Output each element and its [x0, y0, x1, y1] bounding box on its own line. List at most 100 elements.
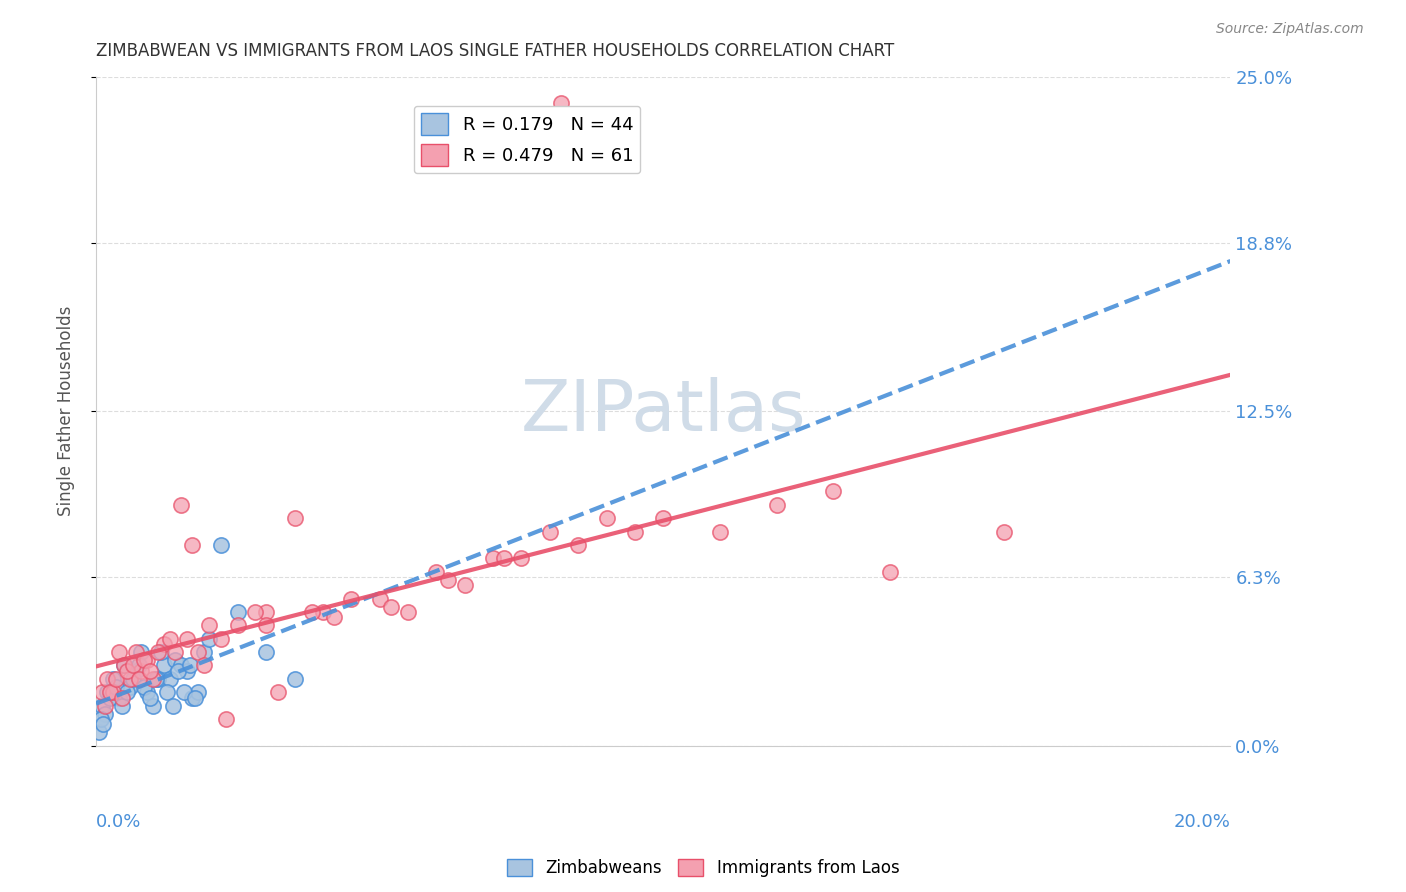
- Point: [112, 658, 135, 673]
- Point: [165, 645, 187, 659]
- Point: [179, 658, 201, 673]
- Point: [145, 672, 167, 686]
- Point: [209, 538, 232, 552]
- Point: [173, 685, 195, 699]
- Point: [148, 645, 170, 659]
- Point: [368, 591, 391, 606]
- Point: [993, 524, 1015, 539]
- Point: [131, 645, 153, 659]
- Point: [98, 685, 121, 699]
- Point: [193, 658, 215, 673]
- Point: [142, 672, 165, 686]
- Point: [226, 605, 249, 619]
- Point: [87, 725, 110, 739]
- Text: ZIPatlas: ZIPatlas: [520, 376, 806, 446]
- Point: [243, 605, 266, 619]
- Point: [254, 618, 277, 632]
- Point: [396, 605, 419, 619]
- Text: ZIMBABWEAN VS IMMIGRANTS FROM LAOS SINGLE FATHER HOUSEHOLDS CORRELATION CHART: ZIMBABWEAN VS IMMIGRANTS FROM LAOS SINGL…: [96, 42, 894, 60]
- Point: [550, 96, 572, 111]
- Point: [215, 712, 238, 726]
- Point: [90, 698, 112, 713]
- Point: [823, 484, 845, 499]
- Point: [184, 690, 207, 705]
- Point: [454, 578, 477, 592]
- Point: [198, 618, 221, 632]
- Point: [176, 664, 198, 678]
- Point: [312, 605, 335, 619]
- Text: Source: ZipAtlas.com: Source: ZipAtlas.com: [1216, 22, 1364, 37]
- Point: [101, 685, 124, 699]
- Point: [167, 664, 190, 678]
- Point: [193, 645, 215, 659]
- Point: [153, 658, 176, 673]
- Point: [176, 632, 198, 646]
- Point: [122, 658, 145, 673]
- Point: [266, 685, 288, 699]
- Point: [118, 680, 141, 694]
- Point: [150, 645, 173, 659]
- Point: [122, 672, 145, 686]
- Point: [131, 664, 153, 678]
- Point: [96, 685, 118, 699]
- Point: [510, 551, 533, 566]
- Point: [139, 690, 162, 705]
- Point: [709, 524, 731, 539]
- Point: [283, 672, 305, 686]
- Point: [170, 498, 193, 512]
- Point: [425, 565, 447, 579]
- Point: [134, 653, 156, 667]
- Point: [494, 551, 516, 566]
- Point: [115, 664, 138, 678]
- Point: [118, 672, 141, 686]
- Point: [110, 698, 132, 713]
- Point: [91, 717, 114, 731]
- Text: 20.0%: 20.0%: [1174, 813, 1230, 830]
- Text: 0.0%: 0.0%: [96, 813, 142, 830]
- Point: [162, 698, 184, 713]
- Point: [165, 653, 187, 667]
- Point: [110, 690, 132, 705]
- Point: [624, 524, 647, 539]
- Point: [156, 685, 179, 699]
- Point: [104, 672, 127, 686]
- Point: [254, 605, 277, 619]
- Point: [181, 690, 204, 705]
- Point: [107, 690, 129, 705]
- Point: [159, 632, 181, 646]
- Point: [567, 538, 589, 552]
- Point: [104, 680, 127, 694]
- Point: [128, 672, 150, 686]
- Point: [879, 565, 901, 579]
- Y-axis label: Single Father Households: Single Father Households: [58, 306, 75, 516]
- Point: [209, 632, 232, 646]
- Legend: R = 0.179   N = 44, R = 0.479   N = 61: R = 0.179 N = 44, R = 0.479 N = 61: [413, 105, 640, 173]
- Point: [765, 498, 787, 512]
- Point: [98, 690, 121, 705]
- Point: [301, 605, 323, 619]
- Point: [340, 591, 363, 606]
- Point: [380, 599, 402, 614]
- Point: [90, 712, 112, 726]
- Point: [93, 706, 115, 721]
- Point: [112, 658, 135, 673]
- Point: [128, 658, 150, 673]
- Point: [136, 653, 159, 667]
- Point: [159, 672, 181, 686]
- Point: [652, 511, 675, 525]
- Point: [323, 610, 346, 624]
- Point: [90, 685, 112, 699]
- Point: [283, 511, 305, 525]
- Point: [482, 551, 505, 566]
- Legend: Zimbabweans, Immigrants from Laos: Zimbabweans, Immigrants from Laos: [501, 852, 905, 884]
- Point: [139, 664, 162, 678]
- Point: [148, 672, 170, 686]
- Point: [187, 645, 209, 659]
- Point: [436, 573, 458, 587]
- Point: [125, 645, 148, 659]
- Point: [198, 632, 221, 646]
- Point: [93, 698, 115, 713]
- Point: [136, 685, 159, 699]
- Point: [254, 645, 277, 659]
- Point: [170, 658, 193, 673]
